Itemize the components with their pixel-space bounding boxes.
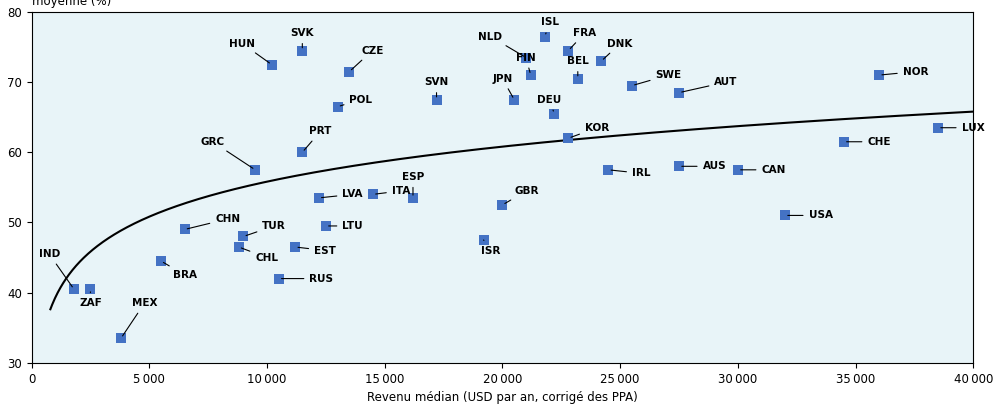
Text: BRA: BRA [163,263,197,280]
Point [429,96,445,103]
Point [546,111,562,117]
Point [405,194,421,201]
Text: CZE: CZE [351,46,384,70]
Text: DEU: DEU [537,95,562,111]
Text: JPN: JPN [492,74,513,97]
Point [871,72,887,79]
Point [247,166,263,173]
Text: LTU: LTU [329,221,363,231]
Point [537,33,553,40]
Text: ITA: ITA [376,186,410,196]
Point [82,286,98,292]
Point [318,223,334,229]
Text: GRC: GRC [200,137,253,168]
Point [560,135,576,141]
Text: RUS: RUS [282,274,333,284]
Point [365,191,381,198]
Point [264,61,280,68]
Point [523,72,539,79]
Text: GBR: GBR [505,186,539,203]
Point [341,68,357,75]
Text: ESP: ESP [402,172,424,195]
Text: DNK: DNK [603,39,633,59]
Point [930,125,946,131]
Text: IND: IND [39,249,72,287]
Point [671,163,687,170]
Point [836,139,852,145]
Point [330,104,346,110]
Text: CHE: CHE [847,137,891,147]
Text: SWE: SWE [635,70,682,85]
Text: BEL: BEL [567,56,589,76]
Point [560,47,576,54]
Point [476,237,492,243]
Text: USA: USA [788,210,833,220]
Point [494,202,510,208]
Text: NLD: NLD [478,32,524,56]
Point [235,233,251,240]
Text: PRT: PRT [304,126,332,150]
Point [600,166,616,173]
X-axis label: Revenu médian (USD par an, corrigé des PPA): Revenu médian (USD par an, corrigé des P… [367,391,638,404]
Text: LVA: LVA [322,189,363,199]
Text: ISL: ISL [541,18,559,34]
Text: CHL: CHL [241,248,278,263]
Point [506,96,522,103]
Text: Proportion de la classe
moyenne (%): Proportion de la classe moyenne (%) [32,0,166,8]
Text: TUR: TUR [246,221,286,236]
Text: LUX: LUX [941,123,984,133]
Text: AUS: AUS [682,161,726,171]
Point [311,194,327,201]
Text: SVN: SVN [424,77,449,97]
Text: ZAF: ZAF [79,292,102,308]
Point [177,226,193,233]
Point [271,275,287,282]
Point [294,149,310,156]
Point [66,286,82,292]
Text: FIN: FIN [516,53,536,72]
Point [113,335,129,342]
Text: FRA: FRA [570,28,596,48]
Text: SVK: SVK [291,28,314,48]
Point [518,54,534,61]
Text: IRL: IRL [611,169,650,178]
Text: CHN: CHN [187,214,240,229]
Text: ISR: ISR [481,240,500,256]
Point [624,82,640,89]
Text: EST: EST [298,245,336,256]
Point [153,258,169,264]
Point [593,58,609,65]
Text: KOR: KOR [571,123,609,137]
Text: CAN: CAN [741,165,786,175]
Point [294,47,310,54]
Point [777,212,793,219]
Text: HUN: HUN [229,39,269,63]
Text: NOR: NOR [882,67,928,76]
Point [231,244,247,250]
Point [570,75,586,82]
Point [671,89,687,96]
Point [287,244,303,250]
Text: MEX: MEX [123,298,157,336]
Text: POL: POL [340,95,372,106]
Text: AUT: AUT [682,77,738,92]
Point [730,166,746,173]
